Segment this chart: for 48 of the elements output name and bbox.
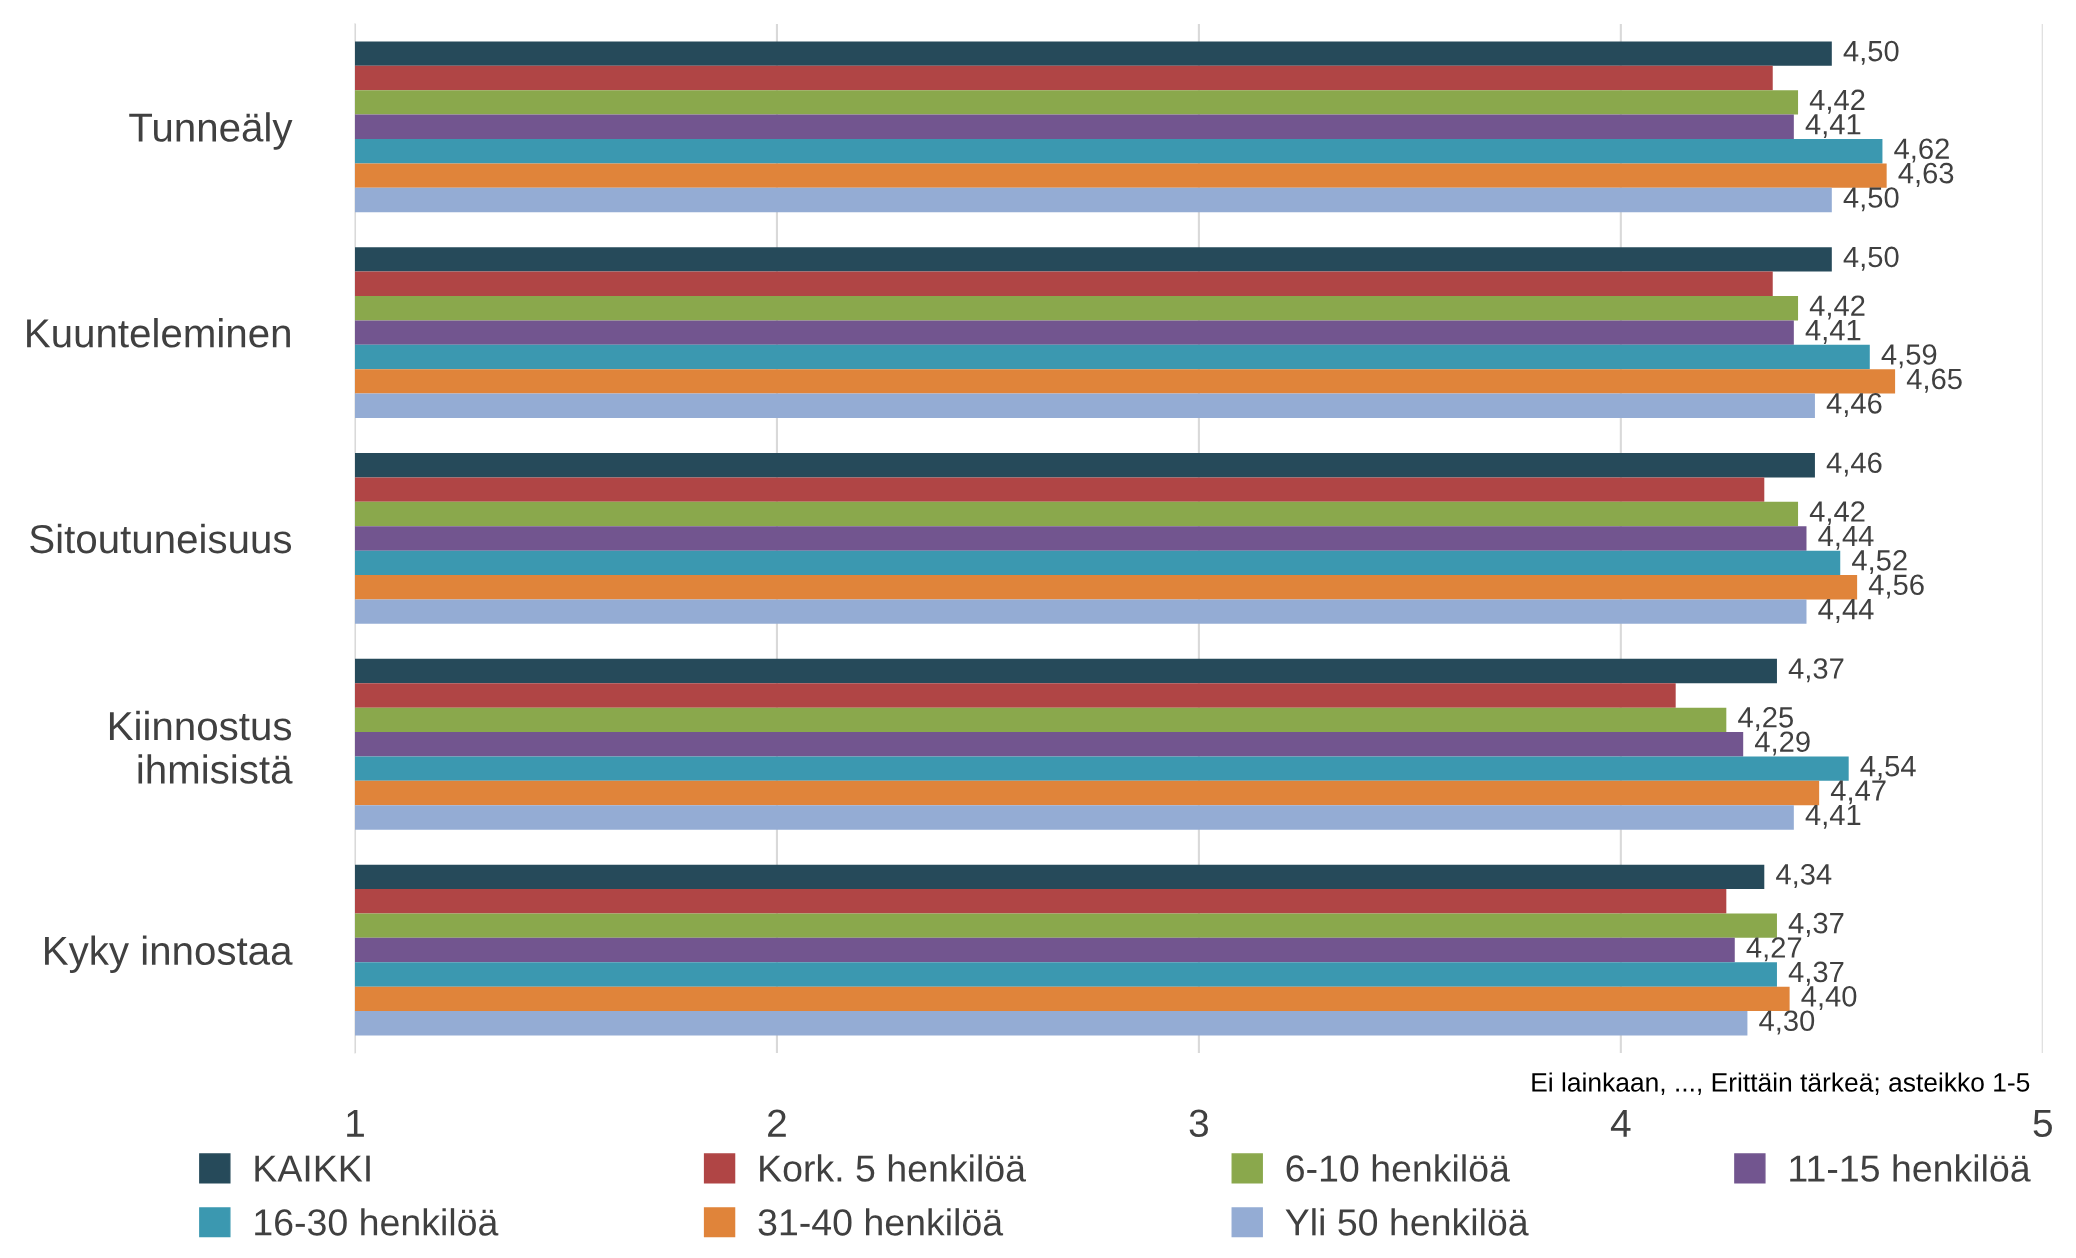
data-label: 4,41 [1805, 320, 1861, 344]
data-label: 4,27 [1746, 937, 1802, 962]
legend-label: 6-10 henkilöä [1286, 1154, 1510, 1182]
legend-label: 11-15 henkilöä [1790, 1154, 2031, 1182]
y-tick-label: Kiinnostus ihmisistä [109, 710, 293, 784]
data-label: 4,46 [1826, 452, 1882, 477]
data-label: 4,29 [1754, 731, 1810, 756]
data-label: 4,50 [1843, 246, 1899, 271]
data-label: 4,56 [1868, 574, 1924, 599]
data-label: 4,30 [1759, 1010, 1815, 1035]
data-label: 4,65 [1906, 368, 1962, 393]
data-label: 4,41 [1805, 804, 1861, 829]
data-label: 4,50 [1843, 40, 1899, 65]
x-tick-label: 5 [2033, 1109, 2052, 1138]
legend-label: Kork. 5 henkilöä [760, 1154, 1026, 1182]
data-label: 4,47 [1830, 780, 1886, 805]
y-tick-label: Kyky innostaa [45, 935, 293, 973]
y-tick-label: Sitoutuneisuus [30, 523, 292, 554]
data-label: 4,42 [1809, 89, 1865, 114]
legend-label: 16-30 henkilöä [255, 1208, 499, 1236]
data-label: 4,44 [1818, 599, 1874, 623]
data-label: 4,54 [1860, 756, 1916, 780]
data-label: 4,41 [1805, 114, 1861, 139]
data-label: 4,42 [1809, 295, 1865, 320]
data-label: 4,37 [1788, 658, 1844, 683]
x-tick-label: 2 [768, 1109, 786, 1137]
x-tick-label: 1 [347, 1109, 364, 1137]
data-label: 4,42 [1809, 501, 1865, 526]
data-label: 4,37 [1788, 961, 1844, 986]
data-label: 4,52 [1852, 550, 1907, 575]
data-label: 4,44 [1818, 525, 1874, 550]
data-label: 4,50 [1843, 187, 1899, 212]
legend-label: 31-40 henkilöä [758, 1208, 1004, 1236]
x-tick-label: 4 [1610, 1109, 1631, 1137]
y-tick-label: Tunneäly [129, 112, 293, 150]
data-label: 4,62 [1894, 138, 1949, 163]
data-label: 4,59 [1881, 344, 1937, 369]
data-label: 4,63 [1898, 162, 1954, 187]
data-label: 4,46 [1826, 393, 1882, 418]
x-tick-label: 3 [1189, 1109, 1208, 1138]
data-label: 4,25 [1738, 707, 1793, 732]
y-tick-label: Kuunteleminen [27, 318, 290, 348]
data-label: 4,34 [1776, 864, 1832, 889]
data-label: 4,37 [1788, 912, 1844, 937]
text: Ei lainkaan, ..., Erittäin tärkeä; asteikko 1-5 [1532, 1072, 2030, 1095]
data-label: 4,40 [1801, 986, 1857, 1011]
legend-label: KAIKKI [255, 1155, 370, 1182]
legend-label: Yli 50 henkilöä [1285, 1208, 1529, 1236]
